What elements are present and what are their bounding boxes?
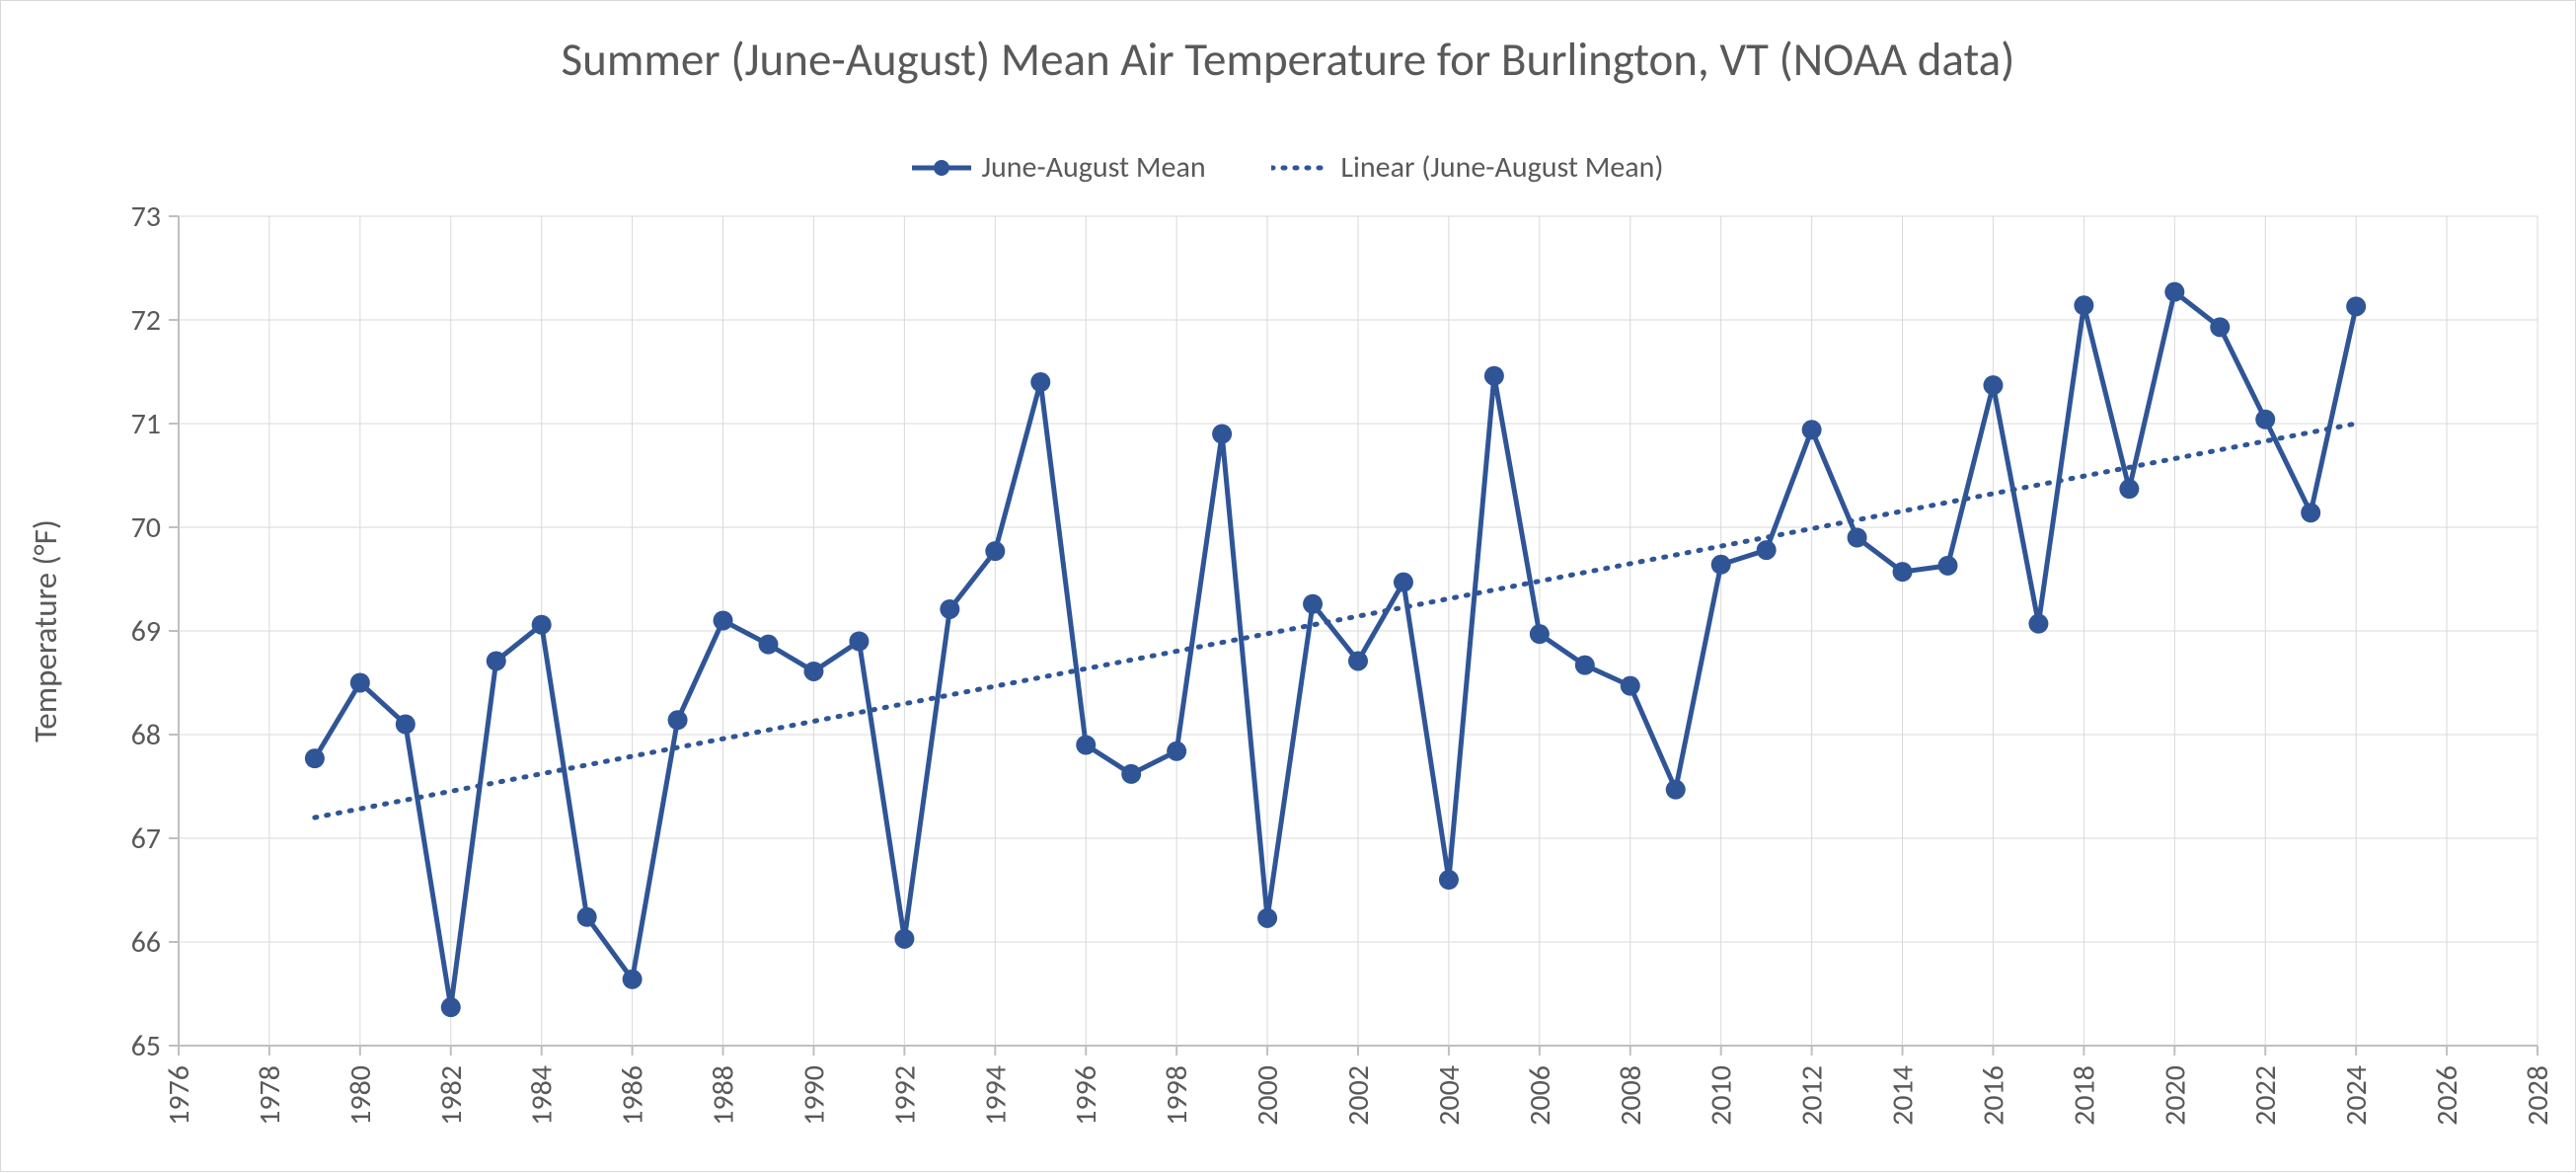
y-tick-label: 71 xyxy=(131,406,161,442)
series-marker xyxy=(441,997,461,1017)
series-marker xyxy=(487,651,506,670)
trendline xyxy=(315,424,2356,818)
x-tick-label: 2000 xyxy=(1250,1065,1286,1126)
series-marker xyxy=(1303,594,1323,614)
x-tick-label: 1994 xyxy=(977,1065,1014,1126)
series-marker xyxy=(396,715,416,735)
series-marker xyxy=(1893,562,1913,582)
series-marker xyxy=(2164,282,2184,302)
y-tick-label: 68 xyxy=(131,717,161,753)
series-marker xyxy=(668,710,688,730)
x-tick-label: 1980 xyxy=(342,1065,379,1126)
x-tick-label: 1988 xyxy=(706,1065,742,1126)
series-marker xyxy=(1802,420,1822,439)
y-tick-label: 73 xyxy=(131,198,161,235)
series-marker xyxy=(2255,410,2275,430)
x-tick-label: 2006 xyxy=(1522,1065,1558,1126)
series-marker xyxy=(1530,624,1550,644)
y-tick-label: 66 xyxy=(131,924,161,961)
y-tick-label: 69 xyxy=(131,613,161,650)
chart-plot: 65 66 67 68 69 70 71 72 73 1976 1978 1980 1982 1984 19… xyxy=(1,1,2576,1173)
series-marker xyxy=(1983,375,2003,395)
x-tick-label: 2010 xyxy=(1704,1065,1740,1126)
x-tick-label: 2002 xyxy=(1340,1065,1377,1126)
series-marker xyxy=(1212,425,1232,444)
series-marker xyxy=(532,615,552,635)
series-marker xyxy=(1711,555,1731,575)
series-marker xyxy=(2210,317,2230,337)
x-tick-label: 2020 xyxy=(2157,1065,2193,1126)
x-tick-label: 1976 xyxy=(161,1065,197,1126)
series-marker xyxy=(1757,540,1777,560)
series-marker xyxy=(1484,366,1504,386)
x-tick-label: 2004 xyxy=(1431,1065,1468,1126)
y-tick-label: 70 xyxy=(131,509,161,546)
chart-container: Summer (June-August) Mean Air Temperatur… xyxy=(0,0,2576,1172)
series-marker xyxy=(1394,573,1413,592)
y-tick-label: 72 xyxy=(131,302,161,339)
series-marker xyxy=(2119,479,2139,499)
series-marker xyxy=(1439,870,1459,890)
x-tick-label: 1996 xyxy=(1068,1065,1104,1126)
series-marker xyxy=(1348,651,1368,670)
series-marker xyxy=(1167,742,1186,761)
series-marker xyxy=(714,611,733,631)
x-tick-label: 1998 xyxy=(1159,1065,1195,1126)
series-line xyxy=(315,292,2356,1008)
x-tick-label: 2022 xyxy=(2247,1065,2284,1126)
series-marker xyxy=(940,599,959,619)
series-marker xyxy=(1030,372,1050,392)
series-marker xyxy=(2074,295,2093,315)
series-marker xyxy=(894,929,914,949)
x-tick-label: 2018 xyxy=(2066,1065,2102,1126)
series-marker xyxy=(985,541,1005,561)
x-tick-label: 2012 xyxy=(1794,1065,1831,1126)
x-tick-label: 2014 xyxy=(1885,1065,1922,1126)
series-marker xyxy=(1666,780,1686,800)
x-tick-label: 2024 xyxy=(2338,1065,2375,1126)
series-marker xyxy=(1938,556,1958,576)
x-tick-label: 1992 xyxy=(886,1065,923,1126)
series-marker xyxy=(2346,296,2366,316)
series-marker xyxy=(1076,736,1096,755)
series-marker xyxy=(2301,503,2320,522)
x-tick-label: 2016 xyxy=(1975,1065,2011,1126)
series-marker xyxy=(623,970,643,989)
series-marker xyxy=(759,635,779,655)
series-marker xyxy=(350,673,370,693)
y-tick-label: 65 xyxy=(131,1028,161,1064)
series-marker xyxy=(1257,908,1277,928)
x-tick-label: 1984 xyxy=(524,1065,561,1126)
x-tick-label: 2026 xyxy=(2429,1065,2465,1126)
x-tick-label: 1986 xyxy=(615,1065,651,1126)
x-tick-label: 2028 xyxy=(2520,1065,2556,1126)
series-marker xyxy=(1848,528,1867,548)
series-marker xyxy=(803,662,823,681)
x-tick-label: 1978 xyxy=(252,1065,288,1126)
series-marker xyxy=(577,907,597,927)
series-marker xyxy=(849,632,869,652)
x-tick-label: 1982 xyxy=(433,1065,470,1126)
series-marker xyxy=(1121,764,1141,784)
series-marker xyxy=(2028,614,2048,634)
x-tick-label: 2008 xyxy=(1613,1065,1649,1126)
x-tick-label: 1990 xyxy=(796,1065,832,1126)
series-marker xyxy=(1621,676,1640,696)
series-marker xyxy=(1575,656,1595,675)
y-tick-label: 67 xyxy=(131,821,161,857)
series-marker xyxy=(305,748,325,768)
